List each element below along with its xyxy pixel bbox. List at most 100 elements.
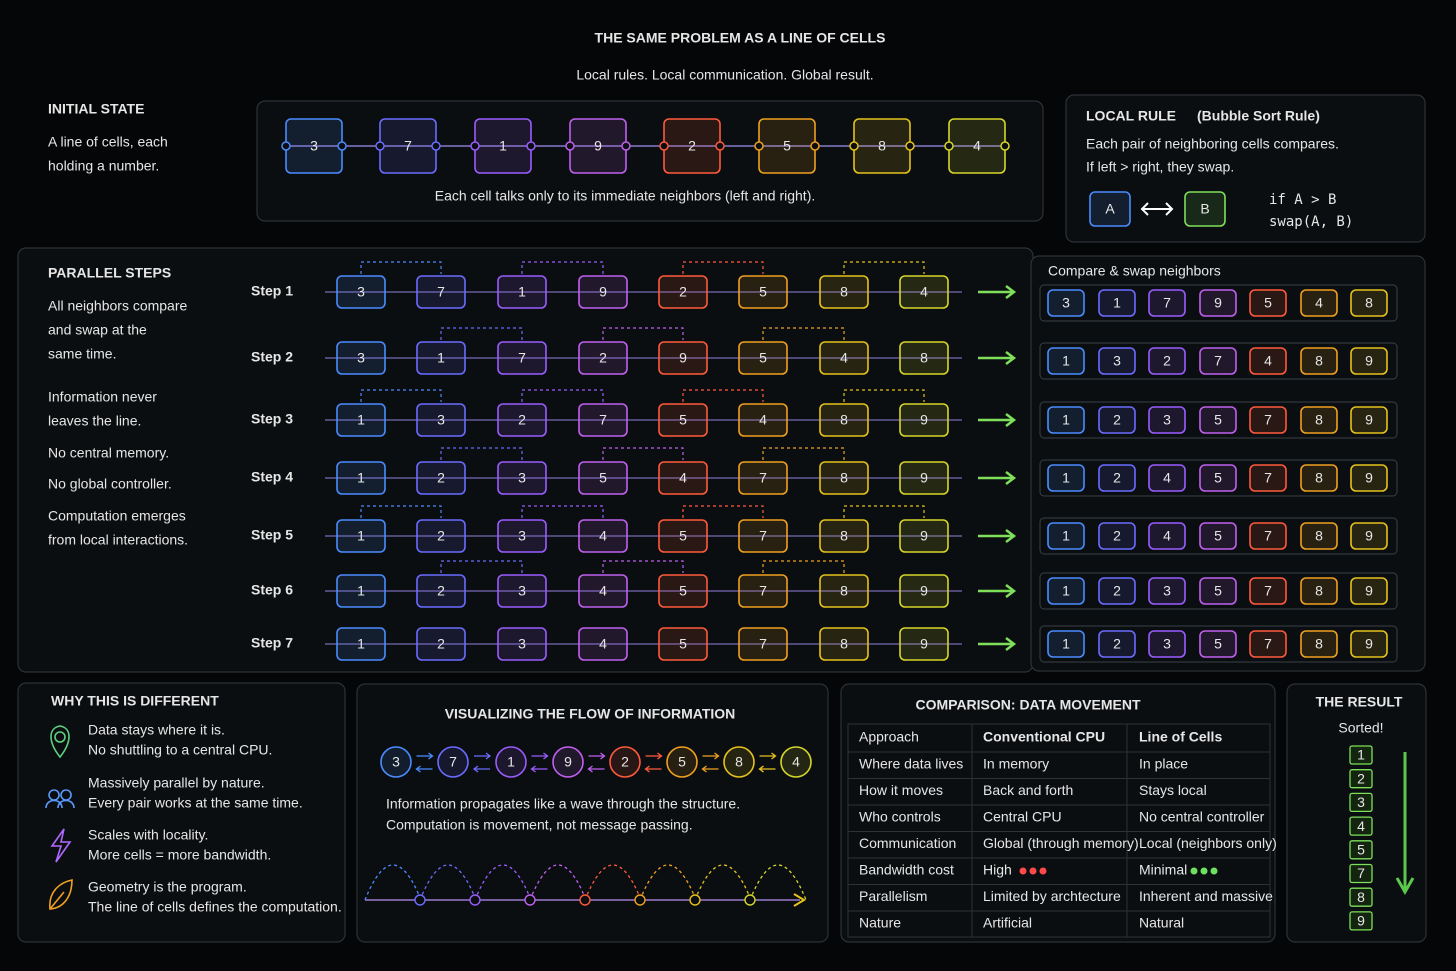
cell [497,275,547,309]
cell-value: 2 [437,528,445,544]
swap-arc [360,261,442,274]
cell-value: 7 [599,412,607,428]
cell-value: 2 [1113,583,1121,599]
cell [1199,630,1237,658]
table-cell: Local (neighbors only) [1139,835,1277,851]
table-header: Line of Cells [1139,729,1222,745]
text-line: Each pair of neighboring cells compares. [1086,136,1339,152]
port [337,141,347,151]
cell [497,341,547,375]
cell [1300,406,1338,434]
cell-value: 5 [679,583,687,599]
step-arrow [978,285,1017,299]
wave-node [414,894,426,906]
cell [658,627,708,661]
port [526,141,536,151]
step-arrow [978,413,1017,427]
dot [1029,867,1037,875]
panel [256,100,1044,222]
cell [416,461,466,495]
cell [416,627,466,661]
cell [336,574,386,608]
text-line: All neighbors compare [48,298,188,314]
cell-value: 5 [1264,295,1272,311]
cell-value: 8 [840,636,848,652]
cell [1350,347,1388,375]
node-value: 3 [392,754,400,770]
cell-value: 1 [357,636,365,652]
text-line: Massively parallel by nature. [88,775,265,791]
cell-value: 9 [1365,528,1373,544]
cell-value: 9 [594,138,602,154]
cell [1300,630,1338,658]
wave [419,864,477,901]
cell [1184,191,1226,227]
port [470,141,480,151]
cell [819,519,869,553]
node-value: 4 [792,754,800,770]
caption: Each cell talks only to its immediate ne… [435,188,816,204]
wave-node [689,894,701,906]
flow-arrow [472,752,492,773]
swap-arc [602,327,684,340]
cell [1350,522,1388,550]
cell-value: 5 [1214,636,1222,652]
text-line: and swap at the [48,322,147,338]
result-value: 5 [1357,842,1365,858]
result-cell [1349,840,1373,860]
cell-value: 8 [1315,583,1323,599]
table-cell: In memory [983,756,1049,772]
cell [1047,522,1085,550]
cell-value: 3 [1062,295,1070,311]
cell-value: 3 [1113,353,1121,369]
step-label: Step 6 [251,582,293,598]
text-line: holding a number. [48,158,159,174]
section-title: INITIAL STATE [48,101,144,117]
cell-value: 2 [1113,412,1121,428]
cell-value: 8 [1315,636,1323,652]
table-cell: Who controls [859,809,941,825]
flow-node [437,746,469,778]
cell-value: 9 [920,583,928,599]
cell [658,519,708,553]
result-cell [1349,745,1373,765]
text-line: from local interactions. [48,532,188,548]
cell [497,574,547,608]
cell [1249,577,1287,605]
cell [1047,577,1085,605]
cell [658,341,708,375]
cell [1098,464,1136,492]
text-line: Scales with locality. [88,827,208,843]
cell-value: 5 [1214,528,1222,544]
swap-arc [521,389,604,402]
cell-value: A [1105,201,1115,217]
code-line: swap(A, B) [1269,214,1353,230]
port [565,141,575,151]
panel-title: Compare & swap neighbors [1048,263,1221,279]
swap-arc [440,447,523,460]
text-line: Information propagates like a wave throu… [386,796,740,812]
cell [1300,289,1338,317]
wave [474,864,532,901]
dot [1039,867,1047,875]
table-cell: Artificial [983,915,1032,931]
cell [738,574,788,608]
cell-value: 7 [1214,353,1222,369]
wave [584,864,642,901]
cell-value: 1 [1062,636,1070,652]
cell-value: 2 [679,284,687,300]
swap-arc [843,505,925,518]
flow-node [552,746,584,778]
result-value: 7 [1357,865,1365,881]
text-line: Computation emerges [48,508,186,524]
cell [497,461,547,495]
swap-arc [762,560,845,573]
cell [1098,289,1136,317]
cell-value: 9 [1365,353,1373,369]
cell-value: 1 [499,138,507,154]
cell-value: 7 [1264,583,1272,599]
cell [1300,522,1338,550]
text-line: More cells = more bandwidth. [88,847,271,863]
cell-value: 8 [1315,353,1323,369]
cell [1098,630,1136,658]
